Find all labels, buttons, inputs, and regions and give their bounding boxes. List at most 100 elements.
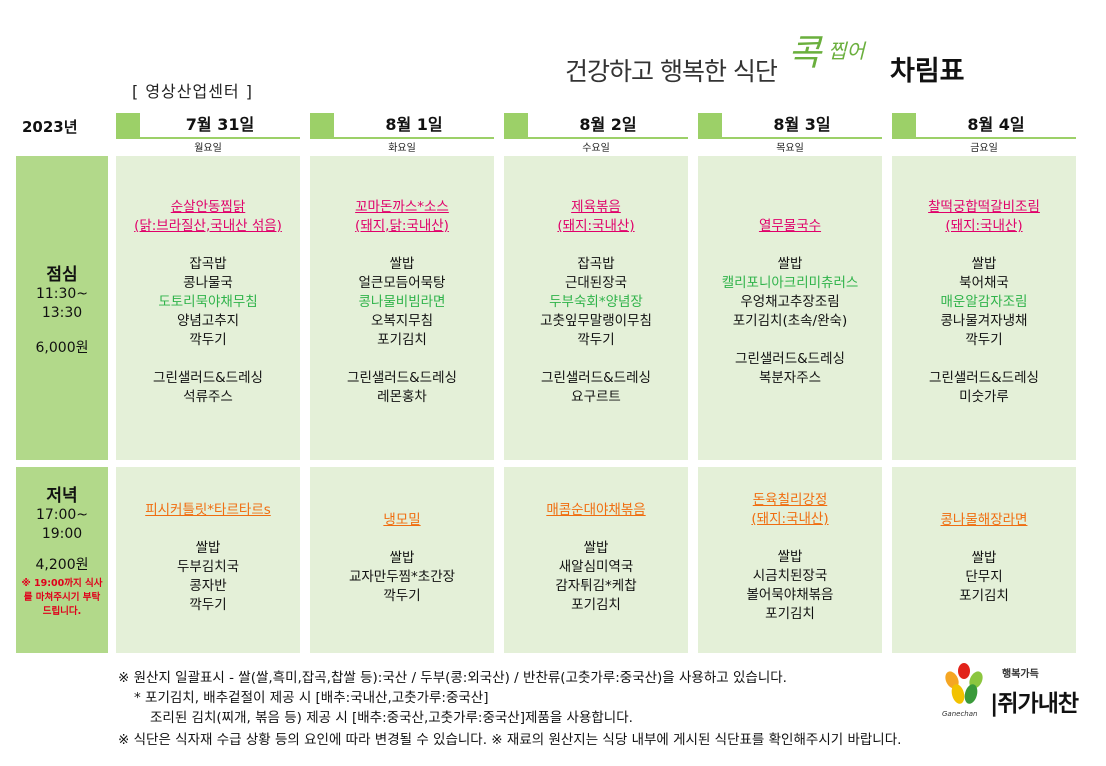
main-dish-origin: (돼지:국내산): [945, 218, 1023, 234]
lunch-cell-fri: 찰떡궁합떡갈비조림 (돼지:국내산) 쌀밥 북어채국 매운알감자조림 콩나물겨자…: [892, 156, 1076, 460]
dinner-cell-mon: 피시커틀릿*타르타르s 쌀밥 두부김치국 콩자반 깍두기: [116, 467, 300, 653]
menu-item: 포기김치: [571, 597, 621, 613]
main-dish: 콩나물해장라면: [940, 512, 1028, 528]
menu-item: 석류주스: [183, 389, 233, 405]
company-logo: 행복가득 |쥐가내찬 Ganechan: [940, 662, 1080, 722]
day-date: 7월 31일: [185, 115, 255, 134]
menu-item: 근대된장국: [564, 275, 628, 291]
lunch-cell-thu: 열무물국수 쌀밥 캘리포니아크리미츄러스 우엉채고추장조림 포기김치(초속/완숙…: [698, 156, 882, 460]
menu-item: 오복지무침: [370, 313, 434, 329]
main-dish: 꼬마돈까스*소스: [355, 199, 449, 215]
main-dish: 냉모밀: [383, 512, 421, 528]
menu-item: 복분자주스: [758, 370, 822, 386]
day-header-2: 8월 1일: [310, 113, 494, 139]
footer-notes: ※ 원산지 일괄표시 - 쌀(쌀,흑미,잡곡,찹쌀 등):국산 / 두부(콩:외…: [118, 668, 958, 750]
main-dish: 매콤순대야채볶음: [546, 502, 646, 518]
menu-item: 고춧잎무말랭이무침: [540, 313, 652, 329]
menu-item: 그린샐러드&드레싱: [153, 370, 263, 386]
logo-name: |쥐가내찬: [990, 691, 1079, 717]
menu-item: 두부김치국: [176, 559, 240, 575]
meal-note: ※ 19:00까지 식사를 마쳐주시기 부탁드립니다.: [21, 578, 103, 617]
header-square: [892, 113, 916, 137]
note-cooked-kimchi: 조리된 김치(찌개, 볶음 등) 제공 시 [배추:중국산,고춧가루:중국산]제…: [150, 710, 633, 726]
menu-title: 건강하고 행복한 식단 콕 찝어 차림표: [560, 33, 990, 90]
header-rule: [116, 137, 300, 139]
header-rule: [504, 137, 688, 139]
title-brand-logo: 콕: [788, 33, 821, 74]
menu-item: 포기김치: [959, 588, 1009, 604]
dinner-cell-fri: 콩나물해장라면 쌀밥 단무지 포기김치: [892, 467, 1076, 653]
menu-item: 레몬홍차: [377, 389, 427, 405]
day-date: 8월 2일: [579, 115, 637, 134]
header-square: [310, 113, 334, 137]
menu-item: 콩나물국: [183, 275, 233, 291]
main-dish: 순살안동찜닭: [170, 199, 246, 215]
meal-price: 4,200원: [35, 557, 89, 573]
day-of-week: 목요일: [776, 143, 804, 154]
menu-item: 우엉채고추장조림: [740, 294, 840, 310]
header-square: [698, 113, 722, 137]
lunch-cell-mon: 순살안동찜닭 (닭:브라질산,국내산 섞음) 잡곡밥 콩나물국 도토리묵야채무침…: [116, 156, 300, 460]
day-of-week: 월요일: [194, 143, 222, 154]
main-dish-origin: (돼지:국내산): [751, 511, 829, 527]
day-date: 8월 1일: [385, 115, 443, 134]
dinner-label-cell: 저녁 17:00~ 19:00 4,200원 ※ 19:00까지 식사를 마쳐주…: [16, 467, 108, 653]
dinner-cell-tue: 냉모밀 쌀밥 교자만두찜*초간장 깍두기: [310, 467, 494, 653]
title-sub: 차림표: [890, 56, 965, 87]
note-change: ※ 식단은 식자재 수급 상황 등의 요인에 따라 변경될 수 있습니다. ※ …: [118, 732, 902, 748]
day-of-week: 금요일: [970, 143, 998, 154]
header-square: [504, 113, 528, 137]
meal-price: 6,000원: [35, 340, 89, 356]
menu-item: 시금치된장국: [752, 568, 828, 584]
menu-item: 교자만두찜*초간장: [348, 569, 456, 585]
note-kimchi: * 포기김치, 배추겉절이 제공 시 [배추:국내산,고춧가루:중국산]: [134, 690, 489, 706]
main-dish: 열무물국수: [758, 218, 822, 234]
day-date: 8월 3일: [773, 115, 831, 134]
menu-item: 콩자반: [189, 578, 227, 594]
lunch-cell-tue: 꼬마돈까스*소스 (돼지,닭:국내산) 쌀밥 얼큰모듬어묵탕 콩나물비빔라면 오…: [310, 156, 494, 460]
year-label: 2023년: [22, 118, 78, 136]
meal-time-end: 19:00: [41, 526, 83, 542]
day-date: 8월 4일: [967, 115, 1025, 134]
meal-time-start: 17:00~: [35, 507, 89, 523]
meal-label: 저녁: [46, 486, 78, 506]
day-header-4: 8월 3일: [698, 113, 882, 139]
main-dish: 돈육칠리강정: [752, 492, 828, 508]
menu-item: 양념고추지: [176, 313, 240, 329]
day-header-5: 8월 4일: [892, 113, 1076, 139]
header-square: [116, 113, 140, 137]
menu-item: 잡곡밥: [189, 256, 227, 272]
menu-item: 깍두기: [577, 332, 615, 348]
day-header-1: 7월 31일: [116, 113, 300, 139]
logo-tagline: 행복가득: [1002, 669, 1039, 680]
menu-item: 새알심미역국: [558, 559, 634, 575]
dinner-cell-thu: 돈육칠리강정 (돼지:국내산) 쌀밥 시금치된장국 볼어묵야채볶음 포기김치: [698, 467, 882, 653]
header-rule: [892, 137, 1076, 139]
logo-mark-icon: [945, 663, 983, 704]
main-dish: 피시커틀릿*타르타르s: [145, 502, 271, 518]
title-brand-logo-sub: 찝어: [828, 39, 865, 63]
menu-item: 볼어묵야채볶음: [746, 587, 834, 603]
menu-item: 포기김치: [377, 332, 427, 348]
main-dish-origin: (돼지,닭:국내산): [355, 218, 449, 234]
menu-item: 미숫가루: [959, 389, 1009, 405]
menu-item: 북어채국: [959, 275, 1009, 291]
main-dish-origin: (닭:브라질산,국내산 섞음): [134, 218, 282, 234]
menu-item: 쌀밥: [389, 550, 415, 566]
main-dish-origin: (돼지:국내산): [557, 218, 635, 234]
menu-item: 감자튀김*케찹: [555, 578, 637, 594]
day-of-week: 수요일: [582, 143, 610, 154]
lunch-cell-wed: 제육볶음 (돼지:국내산) 잡곡밥 근대된장국 두부숙회*양념장 고춧잎무말랭이…: [504, 156, 688, 460]
header-rule: [698, 137, 882, 139]
menu-item: 그린샐러드&드레싱: [735, 351, 845, 367]
main-dish: 찰떡궁합떡갈비조림: [928, 199, 1040, 215]
menu-item: 두부숙회*양념장: [549, 294, 643, 310]
logo-english: Ganechan: [942, 710, 978, 718]
menu-item: 콩나물겨자냉채: [940, 313, 1028, 329]
menu-item: 얼큰모듬어묵탕: [358, 275, 446, 291]
meal-time-end: 13:30: [41, 305, 83, 321]
meal-label: 점심: [46, 265, 78, 285]
menu-item: 단무지: [965, 569, 1003, 585]
menu-item: 요구르트: [571, 389, 621, 405]
day-of-week: 화요일: [388, 143, 416, 154]
